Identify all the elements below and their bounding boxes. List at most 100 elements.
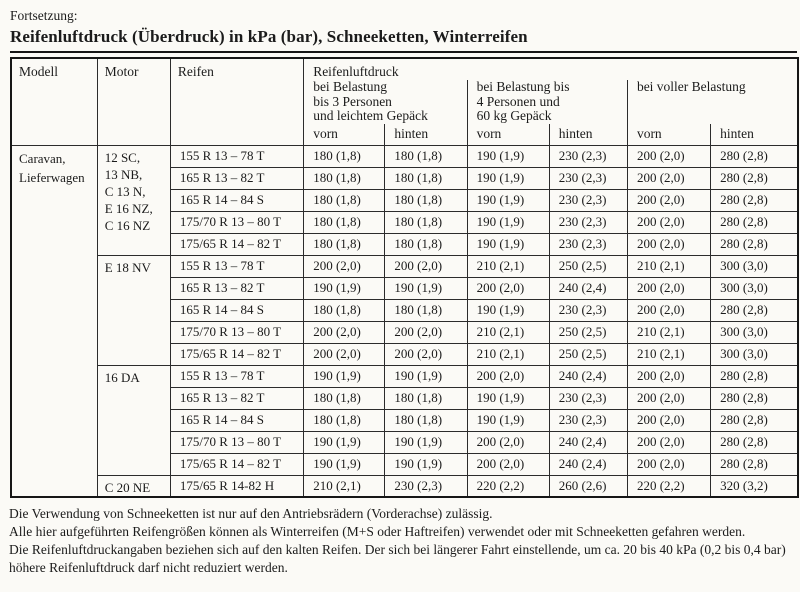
pressure-cell: 230 (2,3): [548, 144, 628, 168]
table-row: 165 R 14 – 84 S 180 (1,8) 180 (1,8) 190 …: [11, 298, 799, 322]
pressure-cell: 200 (2,0): [626, 232, 712, 256]
pressure-cell: 200 (2,0): [626, 452, 712, 476]
pressure-cell: 180 (1,8): [303, 298, 386, 322]
pressure-cell: 280 (2,8): [710, 408, 799, 432]
pressure-cell: 210 (2,1): [626, 342, 712, 366]
header-row-1: Modell Motor Reifen Reifenluftdruck: [10, 57, 799, 146]
pressure-cell: 250 (2,5): [548, 320, 628, 344]
tire-cell: 165 R 13 – 82 T: [169, 166, 305, 190]
pressure-cell: 200 (2,0): [384, 254, 468, 278]
tire-cell: 165 R 14 – 84 S: [169, 298, 305, 322]
column-header-reifen: Reifen: [169, 57, 305, 146]
motor-line: 12 SC,: [104, 149, 141, 165]
pressure-cell: 230 (2,3): [548, 166, 628, 190]
pressure-cell: 280 (2,8): [710, 232, 799, 256]
tire-pressure-table: Modell Motor Reifen Reifenluftdruck bei …: [10, 57, 799, 498]
pressure-cell: 180 (1,8): [303, 408, 386, 432]
pressure-cell: 180 (1,8): [303, 188, 386, 212]
pressure-cell: 180 (1,8): [384, 210, 468, 234]
pressure-cell: 210 (2,1): [466, 254, 550, 278]
pressure-cell: 190 (1,9): [466, 232, 550, 256]
tire-cell: 175/65 R 14-82 H: [169, 474, 305, 498]
pressure-cell: 230 (2,3): [548, 188, 628, 212]
pressure-cell: 190 (1,9): [303, 364, 386, 388]
pressure-cell: 190 (1,9): [384, 430, 468, 454]
pressure-cell: 240 (2,4): [548, 430, 628, 454]
subcolumn-header-vorn: vorn: [626, 124, 712, 146]
pressure-cell: 250 (2,5): [548, 254, 628, 278]
motor-line: 16 DA: [104, 369, 140, 385]
footnote-line: höhere Reifenluftdruck darf nicht reduzi…: [9, 560, 288, 575]
pressure-cell: 200 (2,0): [626, 430, 712, 454]
column-group-header-reifenluftdruck: Reifenluftdruck: [303, 57, 799, 80]
tire-cell: 175/70 R 13 – 80 T: [169, 320, 305, 344]
subcolumn-header-hinten: hinten: [384, 124, 468, 146]
table-row: 165 R 13 – 82 T 180 (1,8) 180 (1,8) 190 …: [11, 386, 799, 410]
pressure-cell: 240 (2,4): [548, 276, 628, 300]
column-header-modell: Modell: [10, 57, 98, 146]
pressure-cell: 180 (1,8): [384, 408, 468, 432]
table-row: 16 DA 155 R 13 – 78 T 190 (1,9) 190 (1,9…: [11, 364, 799, 476]
pressure-cell: 300 (3,0): [710, 342, 799, 366]
pressure-cell: 180 (1,8): [303, 386, 386, 410]
pressure-cell: 180 (1,8): [303, 232, 386, 256]
continuation-label: Fortsetzung:: [10, 8, 78, 23]
table-row: Caravan, Lieferwagen 12 SC, 13 NB, C 13 …: [10, 144, 799, 498]
load-group-line: bei voller Belastung: [636, 79, 746, 94]
pressure-cell: 280 (2,8): [710, 386, 799, 410]
tire-cell: 175/65 R 14 – 82 T: [169, 232, 305, 256]
pressure-cell: 200 (2,0): [384, 342, 468, 366]
load-group-line: 60 kg Gepäck: [476, 108, 552, 123]
motor-line: E 18 NV: [104, 259, 151, 275]
pressure-cell: 190 (1,9): [466, 188, 550, 212]
pressure-cell: 250 (2,5): [548, 342, 628, 366]
pressure-cell: 280 (2,8): [710, 210, 799, 234]
pressure-cell: 200 (2,0): [303, 254, 386, 278]
pressure-cell: 200 (2,0): [466, 452, 550, 476]
pressure-cell: 210 (2,1): [466, 320, 550, 344]
table-row: 175/65 R 14 – 82 T 200 (2,0) 200 (2,0) 2…: [11, 342, 799, 366]
tire-cell: 165 R 14 – 84 S: [169, 188, 305, 212]
pressure-cell: 230 (2,3): [548, 298, 628, 322]
pressure-cell: 230 (2,3): [548, 408, 628, 432]
pressure-cell: 280 (2,8): [710, 430, 799, 454]
pressure-cell: 190 (1,9): [384, 364, 468, 388]
column-header-motor: Motor: [96, 57, 171, 146]
motor-cell: 12 SC, 13 NB, C 13 N, E 16 NZ, C 16 NZ: [96, 144, 171, 256]
load-group-header-2: bei Belastung bis 4 Personen und 60 kg G…: [466, 79, 628, 124]
pressure-cell: 190 (1,9): [466, 298, 550, 322]
pressure-cell: 260 (2,6): [548, 474, 628, 498]
pressure-cell: 180 (1,8): [384, 188, 468, 212]
header-row-2: bei Belastung bis 3 Personen und leichte…: [11, 79, 799, 124]
load-group-header-3: bei voller Belastung: [626, 79, 799, 124]
tire-cell: 175/65 R 14 – 82 T: [169, 342, 305, 366]
table-row: 165 R 14 – 84 S 180 (1,8) 180 (1,8) 190 …: [11, 188, 799, 212]
model-line: Caravan,: [19, 150, 66, 166]
page-title: Reifenluftdruck (Überdruck) in kPa (bar)…: [10, 27, 797, 53]
pressure-cell: 280 (2,8): [710, 166, 799, 190]
table-row: 165 R 13 – 82 T 180 (1,8) 180 (1,8) 190 …: [11, 166, 799, 190]
tire-cell: 175/70 R 13 – 80 T: [169, 210, 305, 234]
model-line: Lieferwagen: [19, 169, 85, 185]
table-row: 165 R 13 – 82 T 190 (1,9) 190 (1,9) 200 …: [11, 276, 799, 300]
pressure-cell: 200 (2,0): [626, 210, 712, 234]
tire-cell: 175/65 R 14 – 82 T: [169, 452, 305, 476]
pressure-cell: 210 (2,1): [466, 342, 550, 366]
tire-cell: 155 R 13 – 78 T: [169, 254, 305, 278]
pressure-cell: 280 (2,8): [710, 452, 799, 476]
pressure-cell: 180 (1,8): [303, 166, 386, 190]
subcolumn-header-vorn: vorn: [466, 124, 550, 146]
pressure-cell: 200 (2,0): [384, 320, 468, 344]
load-group-header-1: bei Belastung bis 3 Personen und leichte…: [303, 79, 468, 124]
table-row: 175/70 R 13 – 80 T 190 (1,9) 190 (1,9) 2…: [11, 430, 799, 454]
footnotes: Die Verwendung von Schneeketten ist nur …: [9, 505, 795, 577]
pressure-cell: 300 (3,0): [710, 320, 799, 344]
pressure-cell: 200 (2,0): [303, 320, 386, 344]
pressure-cell: 320 (3,2): [710, 474, 799, 498]
pressure-cell: 210 (2,1): [626, 320, 712, 344]
load-group-line: bis 3 Personen: [313, 93, 392, 109]
pressure-cell: 200 (2,0): [626, 276, 712, 300]
pressure-cell: 190 (1,9): [466, 408, 550, 432]
table-row: 175/70 R 13 – 80 T 200 (2,0) 200 (2,0) 2…: [11, 320, 799, 344]
pressure-cell: 200 (2,0): [626, 298, 712, 322]
